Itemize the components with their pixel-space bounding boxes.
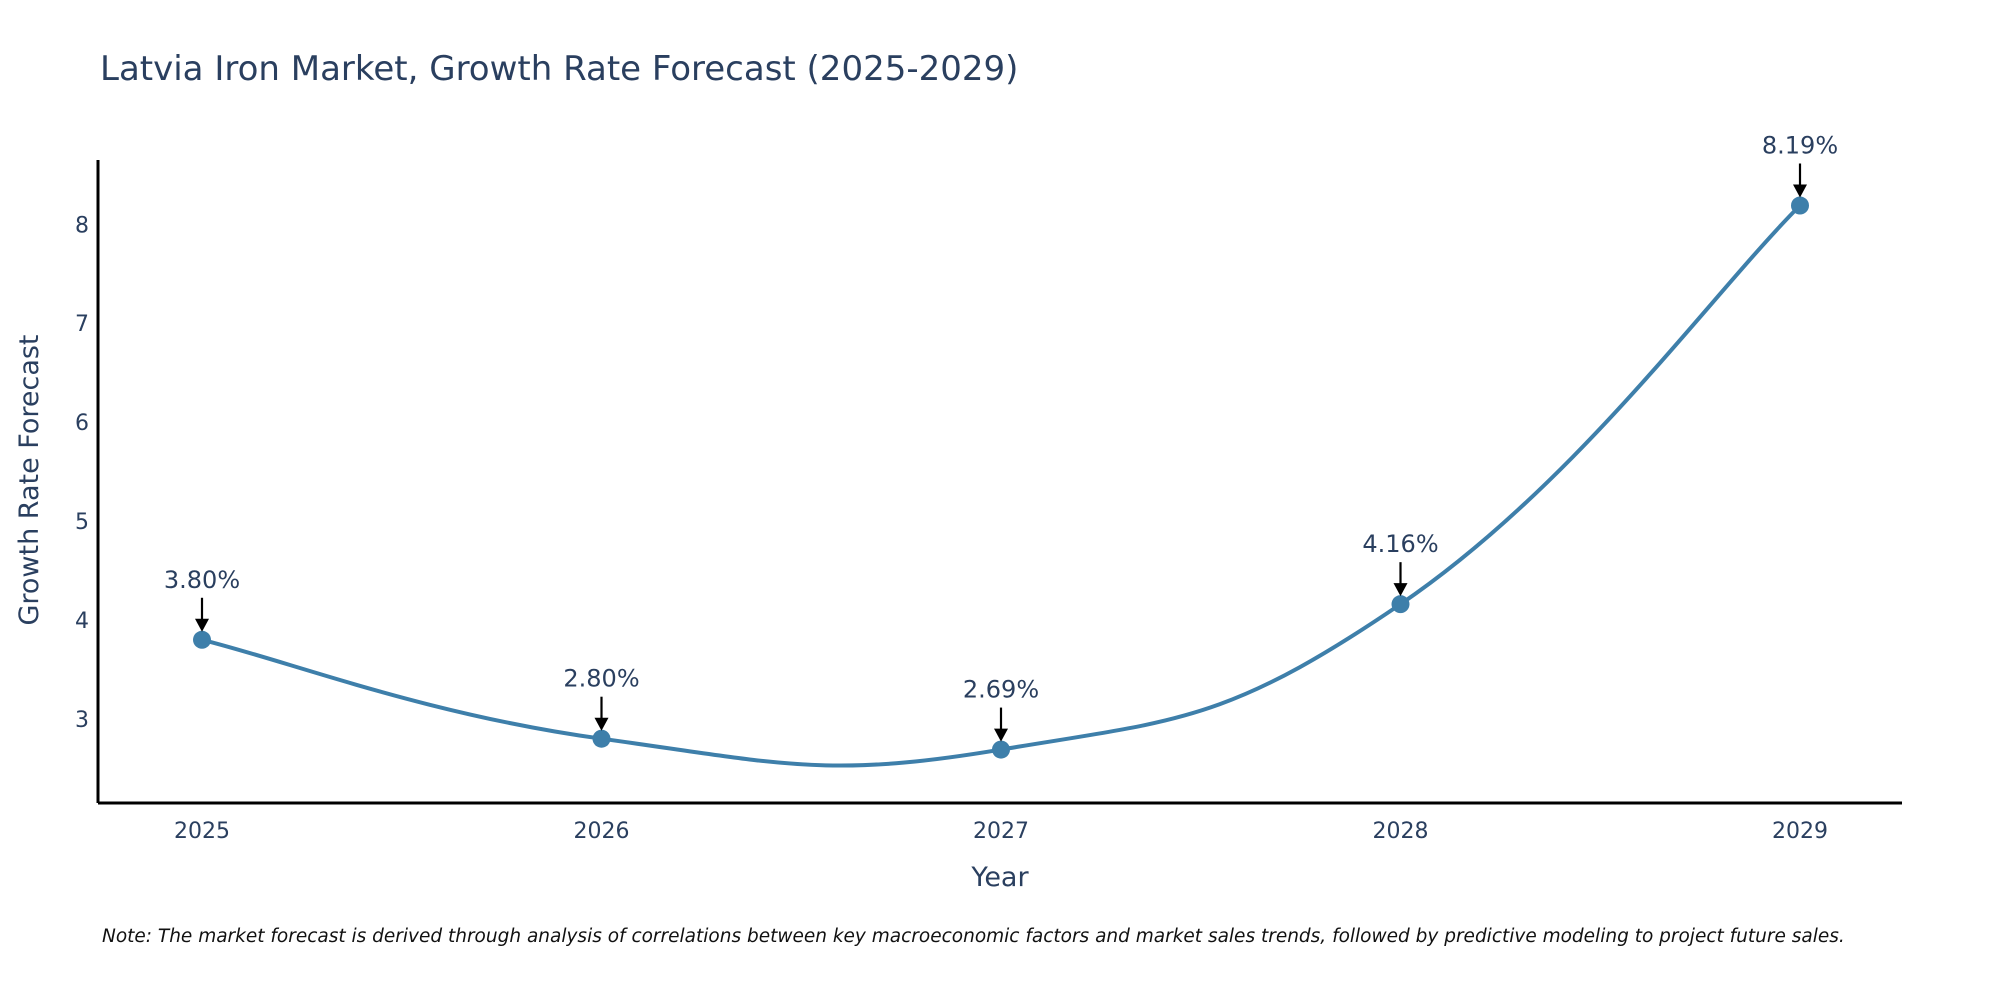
data-point-2029 [1791, 196, 1809, 215]
x-tick-label-2029: 2029 [1772, 819, 1828, 844]
annotation-arrow-head-2029 [1793, 184, 1807, 198]
x-axis-ticks: 2025 2026 2027 2028 2029 [174, 819, 1828, 844]
annotation-arrow-head-2025 [195, 618, 209, 632]
y-axis-title: Growth Rate Forecast [14, 334, 45, 625]
forecast-note: Note: The market forecast is derived thr… [102, 926, 1845, 947]
y-tick-label-5: 5 [75, 510, 89, 535]
data-point-2028 [1391, 595, 1410, 614]
y-tick-label-7: 7 [75, 312, 89, 337]
growth-rate-line [200, 203, 1802, 768]
data-point-2025 [193, 630, 211, 649]
data-label-2029: 8.19% [1762, 132, 1838, 160]
data-point-2027 [992, 740, 1010, 759]
y-tick-label-6: 6 [75, 411, 89, 436]
x-axis-title: Year [970, 862, 1029, 893]
data-label-2027: 2.69% [963, 676, 1039, 704]
x-tick-label-2027: 2027 [973, 819, 1029, 844]
x-tick-label-2028: 2028 [1373, 819, 1429, 844]
y-tick-label-3: 3 [75, 708, 89, 733]
chart-title: Latvia Iron Market, Growth Rate Forecast… [100, 49, 1018, 89]
data-label-2026: 2.80% [563, 665, 639, 693]
data-label-2025: 3.80% [164, 566, 240, 594]
annotation-arrow-head-2026 [594, 717, 609, 731]
x-tick-label-2025: 2025 [174, 819, 230, 844]
y-tick-label-8: 8 [75, 213, 89, 238]
data-annotations: 3.80% 2.80% 2.69% 4.16% 8.19% [164, 132, 1838, 742]
y-tick-label-4: 4 [75, 609, 89, 634]
x-tick-label-2026: 2026 [574, 819, 630, 844]
data-label-2028: 4.16% [1362, 530, 1438, 558]
annotation-arrow-head-2027 [994, 728, 1008, 742]
data-points [193, 196, 1809, 759]
annotation-arrow-head-2028 [1393, 583, 1408, 597]
y-axis-ticks: 3 4 5 6 7 8 [75, 213, 89, 733]
data-point-2026 [592, 729, 611, 748]
